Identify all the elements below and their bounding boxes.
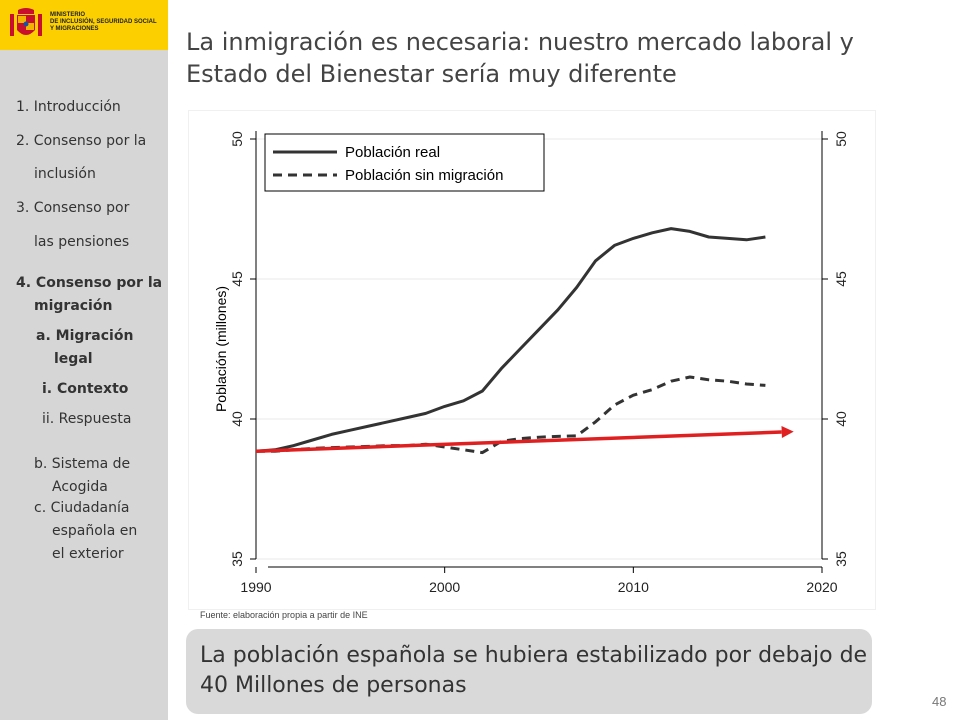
nav-item-consenso-pensiones-cont[interactable]: las pensiones xyxy=(34,234,130,250)
page-number: 48 xyxy=(932,694,947,709)
coat-of-arms-icon xyxy=(10,8,42,36)
y-tick-label-left: 45 xyxy=(229,271,245,287)
trend-arrow-head xyxy=(781,426,794,439)
slide-title-line1: La inmigración es necesaria: nuestro mer… xyxy=(186,28,854,56)
y-tick-label-right: 35 xyxy=(833,551,849,567)
trend-arrow-line xyxy=(255,430,782,453)
y-tick-label-left: 35 xyxy=(229,551,245,567)
nav-item-introduccion[interactable]: 1. Introducción xyxy=(16,99,121,115)
nav-item-consenso-pensiones[interactable]: 3. Consenso por xyxy=(16,200,130,216)
nav-item-migracion-legal[interactable]: a. Migración xyxy=(36,328,134,344)
legend-label: Población sin migración xyxy=(345,167,503,184)
y-tick-label-left: 40 xyxy=(229,411,245,427)
nav-item-respuesta[interactable]: ii. Respuesta xyxy=(42,411,132,427)
chart-svg: 35 35 40 40 45 45 50 50 1990 2000 2010 2020 Població… xyxy=(213,131,849,595)
series-line-poblacion-real xyxy=(255,227,766,453)
x-tick-label: 2020 xyxy=(806,579,837,595)
legend-label: Población real xyxy=(345,144,440,161)
nav-item-sistema-acogida-cont[interactable]: Acogida xyxy=(52,479,108,495)
logo-band: MINISTERIO DE INCLUSIÓN, SEGURIDAD SOCIA… xyxy=(0,0,168,50)
y-tick-label-right: 50 xyxy=(833,131,849,147)
legend-box xyxy=(264,133,545,192)
callout-line2: 40 Millones de personas xyxy=(200,673,467,698)
y-tick-label-right: 40 xyxy=(833,411,849,427)
slide-title: La inmigración es necesaria: nuestro mer… xyxy=(186,26,926,90)
nav-item-consenso-inclusion[interactable]: 2. Consenso por la xyxy=(16,133,147,149)
callout-line1: La población española se hubiera estabil… xyxy=(200,643,868,668)
nav-item-consenso-migracion-cont[interactable]: migración xyxy=(34,298,113,314)
nav-item-ciudadania-cont2[interactable]: el exterior xyxy=(52,546,124,562)
nav-item-ciudadania[interactable]: c. Ciudadanía xyxy=(34,500,130,516)
nav-item-consenso-inclusion-cont[interactable]: inclusión xyxy=(34,166,96,182)
nav-item-consenso-migracion[interactable]: 4. Consenso por la xyxy=(16,275,163,291)
nav-item-sistema-acogida[interactable]: b. Sistema de xyxy=(34,456,131,472)
nav-item-ciudadania-cont1[interactable]: española en xyxy=(52,523,138,539)
y-axis-label: Población (millones) xyxy=(213,286,229,412)
ministry-name: MINISTERIO DE INCLUSIÓN, SEGURIDAD SOCIA… xyxy=(50,12,157,32)
nav-item-contexto[interactable]: i. Contexto xyxy=(42,381,129,397)
population-chart: 35 35 40 40 45 45 50 50 1990 2000 2010 2020 Població… xyxy=(188,110,876,610)
conclusion-callout: La población española se hubiera estabil… xyxy=(186,629,872,714)
y-tick-label-left: 50 xyxy=(229,131,245,147)
y-tick-label-right: 45 xyxy=(833,271,849,287)
x-tick-label: 1990 xyxy=(240,579,271,595)
series-line-sin-migracion xyxy=(256,375,766,455)
x-tick-label: 2000 xyxy=(429,579,460,595)
slide-title-line2: Estado del Bienestar sería muy diferente xyxy=(186,60,677,88)
nav-item-migracion-legal-cont[interactable]: legal xyxy=(54,351,93,367)
source-note: Fuente: elaboración propia a partir de I… xyxy=(200,610,368,620)
sidebar: MINISTERIO DE INCLUSIÓN, SEGURIDAD SOCIA… xyxy=(0,0,168,720)
x-tick-label: 2010 xyxy=(618,579,649,595)
